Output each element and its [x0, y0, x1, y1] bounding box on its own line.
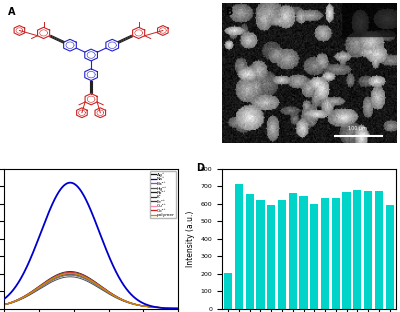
Legend: Ag⁺, Na⁺, Ba²⁺, Hg²⁺, Pb²⁺, K⁺, Fe²⁺, Cu²⁺, Co²⁺, polymer: Ag⁺, Na⁺, Ba²⁺, Hg²⁺, Pb²⁺, K⁺, Fe²⁺, Cu… [150, 171, 176, 218]
Y-axis label: Intensity (a.u.): Intensity (a.u.) [186, 211, 195, 267]
Bar [278, 200, 286, 309]
Text: A: A [8, 7, 15, 17]
Bar [256, 200, 264, 309]
Bar [386, 205, 394, 309]
Bar [332, 197, 340, 309]
Bar [353, 190, 361, 309]
Text: B: B [225, 7, 233, 17]
Bar [300, 196, 308, 309]
Bar [267, 205, 275, 309]
Bar [364, 192, 372, 309]
Text: 100 μm: 100 μm [348, 126, 367, 131]
Bar [375, 192, 383, 309]
Bar [235, 184, 243, 309]
Bar [289, 193, 297, 309]
Text: D: D [196, 163, 204, 173]
Bar [321, 198, 329, 309]
Bar [246, 194, 254, 309]
Bar [342, 192, 350, 309]
Bar [310, 204, 318, 309]
Bar [224, 273, 232, 309]
